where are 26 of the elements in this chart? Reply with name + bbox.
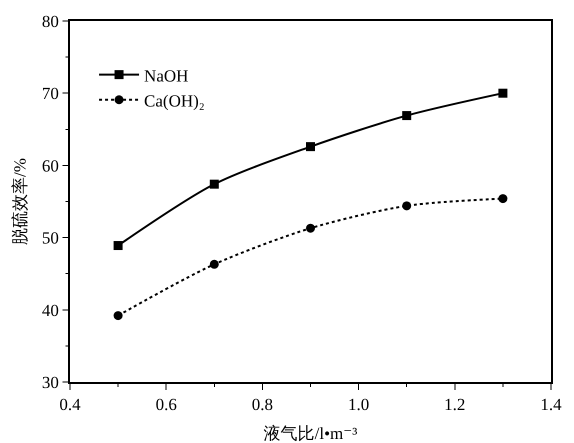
x-tick-label: 0.6 bbox=[156, 395, 177, 414]
y-tick-label: 50 bbox=[42, 228, 59, 248]
y-tick-label: 30 bbox=[42, 372, 59, 392]
y-tick-label: 80 bbox=[42, 12, 59, 31]
x-tick-label: 0.4 bbox=[59, 395, 82, 414]
point bbox=[498, 194, 508, 204]
point bbox=[210, 260, 219, 269]
legend-label: Ca(OH)₂ bbox=[144, 91, 205, 110]
x-tick-label: 0.8 bbox=[252, 395, 274, 414]
x-tick-label: 1.2 bbox=[444, 395, 466, 414]
point bbox=[210, 180, 219, 189]
point bbox=[498, 88, 508, 98]
legend-label: NaOH bbox=[144, 66, 188, 86]
point bbox=[114, 241, 123, 250]
x-tick-label: 1.0 bbox=[348, 395, 370, 414]
x-tick-label: 1.4 bbox=[540, 395, 562, 414]
y-axis-title: 脱硫效率/% bbox=[10, 158, 30, 245]
point bbox=[306, 224, 315, 233]
y-tick-label: 60 bbox=[42, 156, 59, 176]
point bbox=[114, 311, 123, 320]
point bbox=[402, 201, 412, 210]
point bbox=[306, 142, 315, 152]
x-axis-title: 液气比/l•m⁻³ bbox=[264, 424, 358, 443]
y-tick-label: 40 bbox=[42, 300, 59, 320]
point bbox=[402, 111, 412, 120]
y-tick-label: 70 bbox=[42, 84, 59, 104]
